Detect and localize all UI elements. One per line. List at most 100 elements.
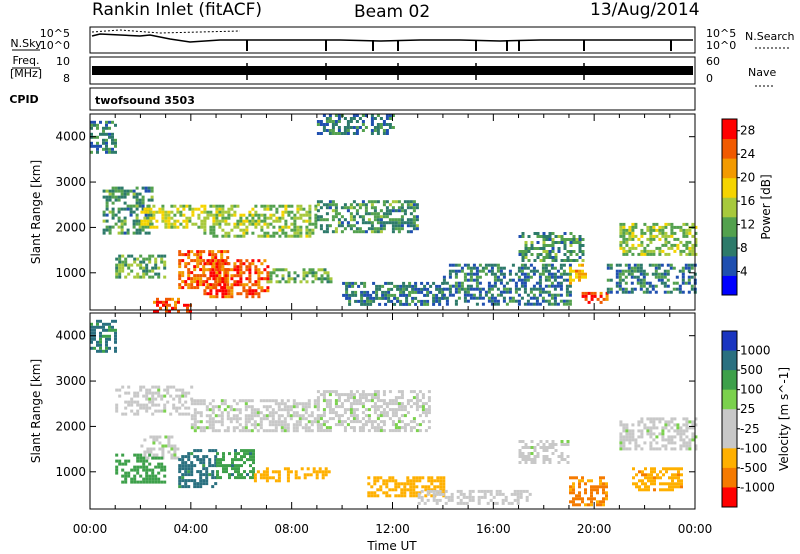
velocity-cell-r2 [313,405,317,409]
power-cell-r15 [673,225,677,229]
power-cell-r3 [212,234,216,238]
power-cell-r3 [284,210,288,214]
power-cell-r7 [245,295,249,299]
power-cell-r16 [657,272,661,276]
velocity-cell-r14 [652,417,656,421]
power-cell-r4 [361,203,365,207]
power-cell-r13 [578,275,581,279]
power-cell-r11 [535,287,539,291]
power-cell-r11 [493,302,497,306]
velocity-cell-r14 [661,438,665,442]
power-cell-r7 [245,265,249,269]
velocity-cell-r15 [563,443,567,446]
velocity-cell-r3 [328,426,332,430]
velocity-cell-r2 [295,405,299,409]
velocity-cell-r3 [379,429,383,433]
velocity-cell-r6 [181,473,185,477]
power-cell-r10 [390,293,394,297]
power-cell-r16 [636,281,640,285]
power-cell-r11 [550,281,554,285]
power-cell-r10 [402,284,406,288]
power-cell-r6 [223,250,227,254]
velocity-cell-r10 [385,482,389,486]
power-cell-r15 [652,225,656,229]
velocity-cell-r15 [560,458,564,461]
power-cell-r4 [361,221,365,225]
power-cell-r2 [161,213,165,217]
velocity-cell-r7 [252,461,255,465]
power-cell-r3 [299,204,303,208]
velocity-cell-r1 [130,400,134,404]
power-cell-r15 [682,234,686,238]
velocity-cell-r5 [115,453,119,457]
velocity-cell-r14 [682,429,686,433]
power-cell-r17 [331,123,335,126]
power-cell-r1 [132,210,136,214]
power-cell-r15 [667,240,671,244]
power-cell-r11 [538,287,542,291]
power-cell-r0 [90,144,93,148]
power-cell-r12 [560,235,564,238]
power-cell-r10 [417,290,421,294]
power-cell-r15 [646,252,650,256]
power-cell-r17 [361,114,365,117]
power-cell-r3 [227,213,231,217]
power-cell-r11 [544,275,548,279]
power-cell-r11 [541,272,545,276]
power-cell-r15 [637,243,641,247]
velocity-cell-r8 [265,476,269,480]
velocity-cell-r11 [438,492,442,496]
power-cell-r10 [435,296,439,300]
power-cell-r3 [218,219,222,223]
velocity-cell-r14 [694,444,698,448]
velocity-cell-r2 [193,402,197,406]
velocity-cell-r7 [231,473,234,477]
power-cell-r15 [667,222,671,226]
velocity-cell-r7 [234,467,237,471]
power-cell-r4 [391,206,395,210]
power-cell-r11 [532,266,536,270]
power-cell-r4 [316,203,320,207]
power-cell-r11 [565,302,569,306]
velocity-cell-r2 [301,417,305,421]
velocity-cell-r0 [99,334,102,338]
power-cell-r4 [406,203,410,207]
power-cell-r12 [557,241,561,244]
power-cell-r11 [532,269,536,273]
power-cell-r2 [164,213,168,217]
power-cell-r4 [337,224,341,228]
velocity-cell-r2 [289,417,293,421]
velocity-cell-r11 [495,489,499,493]
power-cell-r1 [147,186,151,190]
power-cell-r17 [370,120,374,123]
power-cell-r15 [685,252,689,256]
velocity-colorbar-tick: 500 [740,363,763,377]
power-cell-r4 [346,224,350,228]
power-cell-r15 [685,240,689,244]
time-axis: 00:00 04:00 08:00 12:00 16:00 20:00 00:00 [73,114,712,536]
cpid-value: twofsound 3503 [95,94,195,107]
power-cell-r11 [562,263,566,267]
power-cell-r3 [227,231,231,235]
power-cell-r2 [179,204,183,208]
power-cell-r17 [337,126,341,129]
power-cell-r11 [538,278,542,282]
velocity-cell-r14 [658,420,662,424]
velocity-cell-r12 [602,482,605,486]
power-cell-r1 [120,207,124,211]
power-cell-r9 [293,277,297,281]
power-cell-r11 [448,263,452,267]
velocity-cell-r14 [643,426,647,430]
power-cell-r2 [176,225,180,229]
velocity-cell-r10 [406,476,410,480]
velocity-cell-r6 [178,467,182,471]
velocity-cell-r4 [152,453,156,457]
power-cell-r13 [578,269,581,273]
power-cell-r11 [496,293,500,297]
velocity-cell-r3 [394,423,398,427]
power-cell-r2 [158,207,162,211]
velocity-cell-r14 [646,426,650,430]
power-cell-r6 [196,253,200,257]
power-cell-r11 [481,269,485,273]
